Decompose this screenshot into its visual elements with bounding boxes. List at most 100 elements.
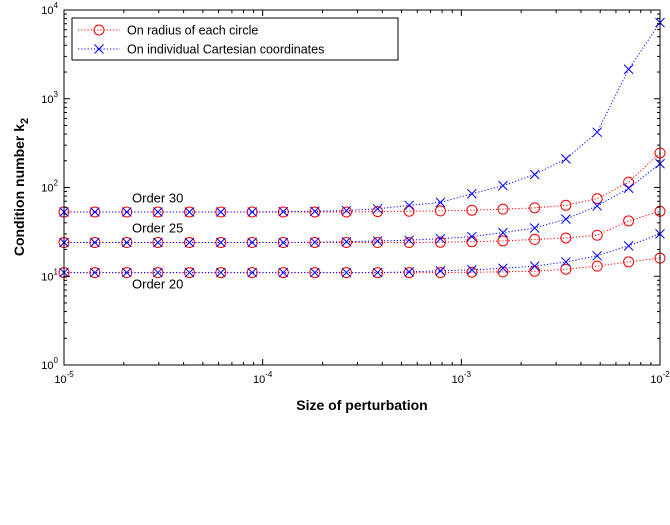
series-4-point xyxy=(216,237,226,248)
series-2 xyxy=(59,17,665,217)
series-4-point xyxy=(467,231,477,242)
series-3-point xyxy=(623,215,635,227)
series-1-point xyxy=(591,193,603,205)
y-axis-title-main: Condition number k xyxy=(11,124,27,256)
series-4-point xyxy=(404,235,414,246)
series-6-point xyxy=(529,261,540,271)
series-3-point xyxy=(372,237,384,249)
series-5-point xyxy=(466,266,478,278)
series-2-point xyxy=(623,64,634,75)
series-4-point xyxy=(561,214,571,224)
series-4-point xyxy=(341,236,352,247)
series-6-point xyxy=(216,267,226,278)
legend-circle-marker xyxy=(93,24,105,36)
series-4-point xyxy=(435,233,446,244)
series-5-point xyxy=(340,267,352,279)
legend-label: On individual Cartesian coordinates xyxy=(127,43,324,57)
series-1-point xyxy=(340,206,352,218)
series-5-point xyxy=(372,267,384,279)
annotation-order-30: Order 30 xyxy=(132,190,183,205)
y-axis-title-subscript: 2 xyxy=(19,118,31,124)
series-2-point xyxy=(216,207,226,217)
series-2-point xyxy=(561,154,571,164)
series-6-point xyxy=(247,267,258,278)
series-1-point xyxy=(560,199,572,211)
series-6-point xyxy=(498,263,508,274)
series-6-point xyxy=(467,265,477,275)
series-1-point xyxy=(183,206,195,218)
series-5-point xyxy=(215,267,227,279)
series-1-point xyxy=(434,205,446,217)
y-axis-title: Condition number k2 xyxy=(11,118,31,256)
series-2-point xyxy=(90,207,100,217)
series-4-point xyxy=(372,236,383,246)
annotation-order-20: Order 20 xyxy=(132,276,183,291)
series-3-point xyxy=(215,237,227,249)
series-6 xyxy=(59,229,665,278)
series-4-point xyxy=(592,201,603,211)
series-4-point xyxy=(121,237,132,248)
series-1-point xyxy=(309,206,321,218)
series-1-point xyxy=(497,203,509,215)
series-2-point xyxy=(498,180,508,191)
series-4-point xyxy=(247,237,258,248)
series-6-point xyxy=(121,267,132,278)
series-1-point xyxy=(372,206,384,218)
series-4-point xyxy=(90,237,100,248)
series-2-line xyxy=(64,22,661,213)
series-layer xyxy=(58,17,666,279)
series-3-point xyxy=(340,237,352,249)
series-5-point xyxy=(623,256,635,268)
series-2-point xyxy=(404,200,414,211)
legend-x-marker xyxy=(94,44,104,54)
series-4-point xyxy=(184,237,195,248)
series-6-point xyxy=(153,267,163,278)
y-tick-label: 104 xyxy=(41,1,58,17)
series-6-point xyxy=(309,267,320,278)
series-2-point xyxy=(467,188,477,199)
series-1-point xyxy=(623,176,635,188)
series-5-point xyxy=(403,267,415,279)
y-tick-label: 100 xyxy=(41,356,58,372)
legend-item: On individual Cartesian coordinates xyxy=(78,43,324,57)
series-2-point xyxy=(341,205,352,216)
series-6-point xyxy=(623,241,634,251)
series-2-point xyxy=(435,197,446,208)
series-4-point xyxy=(529,223,540,233)
y-tick-label: 101 xyxy=(41,267,58,283)
series-6-point xyxy=(278,267,289,278)
series-1 xyxy=(58,147,666,218)
series-6-point xyxy=(184,267,195,278)
series-6-line xyxy=(64,233,661,274)
series-1-point xyxy=(403,205,415,217)
series-5-point xyxy=(497,266,509,278)
x-axis-title: Size of perturbation xyxy=(296,397,427,413)
series-4-point xyxy=(623,183,634,194)
series-3-point xyxy=(560,232,572,244)
series-6-point xyxy=(404,267,414,277)
series-3-point xyxy=(529,233,541,245)
series-3-point xyxy=(152,237,164,249)
y-tick-label: 103 xyxy=(41,90,58,106)
series-3-point xyxy=(497,235,509,247)
x-tick-label: 10-4 xyxy=(253,370,273,386)
series-6-point xyxy=(90,267,100,278)
y-tick-label: 102 xyxy=(41,179,58,195)
series-5-point xyxy=(591,260,603,272)
series-3-point xyxy=(403,237,415,249)
series-1-point xyxy=(466,204,478,216)
series-2-point xyxy=(309,206,320,217)
series-5-point xyxy=(152,267,164,279)
legend-item: On radius of each circle xyxy=(78,24,258,38)
series-1-point xyxy=(529,202,541,214)
series-4-point xyxy=(278,237,289,248)
series-4-point xyxy=(309,237,320,248)
x-tick-label: 10-5 xyxy=(54,370,74,386)
series-6-point xyxy=(435,266,446,276)
series-5-point xyxy=(560,263,572,275)
legend: On radius of each circle On individual Ca… xyxy=(71,17,399,61)
x-tick-label: 10-2 xyxy=(650,370,670,386)
series-2-point xyxy=(529,169,540,180)
series-5-point xyxy=(309,267,321,279)
